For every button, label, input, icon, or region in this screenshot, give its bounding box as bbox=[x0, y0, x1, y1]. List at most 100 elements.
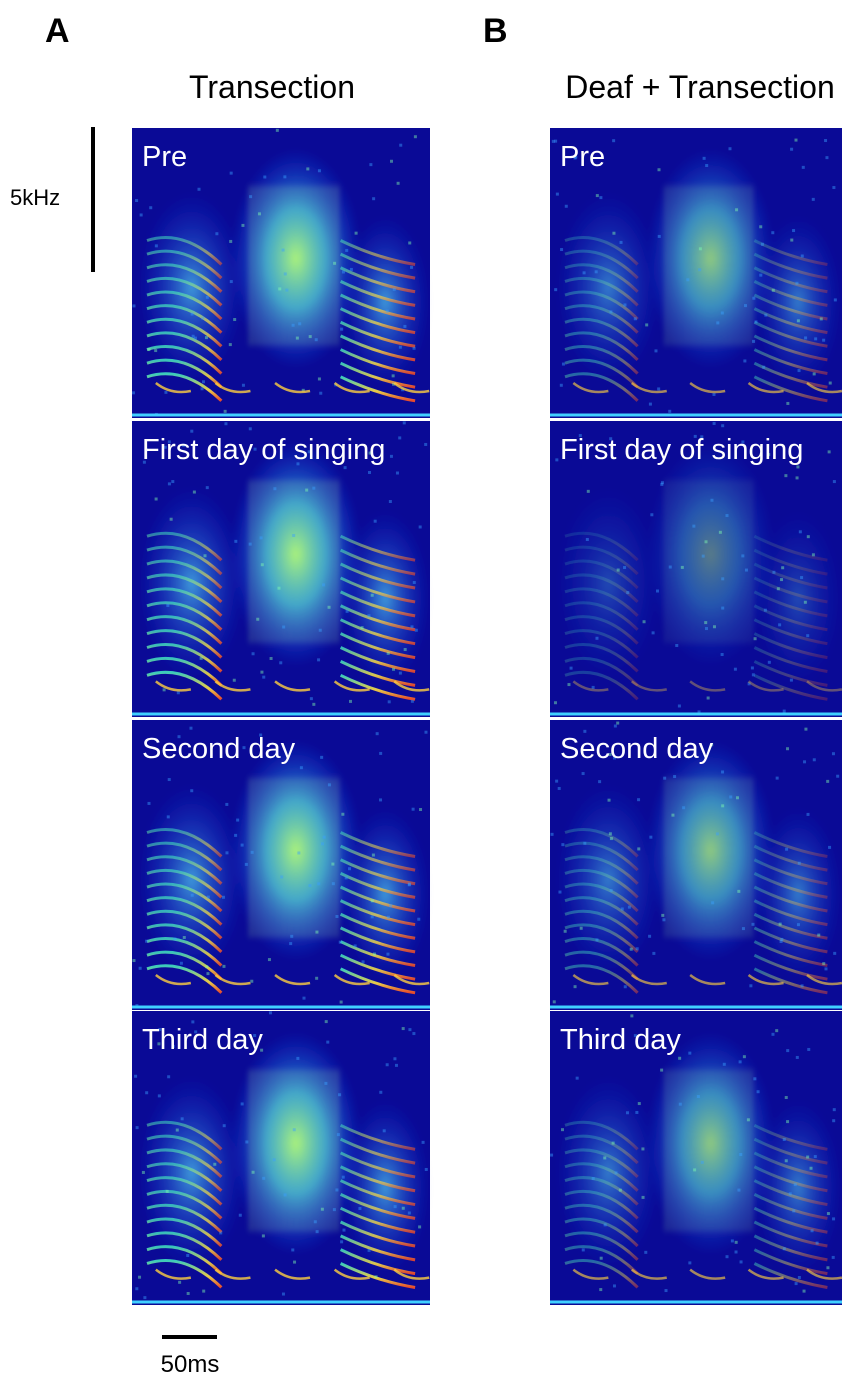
noise bbox=[608, 799, 611, 802]
noise bbox=[345, 876, 348, 879]
noise bbox=[191, 313, 194, 316]
noise bbox=[379, 798, 382, 801]
noise bbox=[282, 249, 285, 252]
noise bbox=[178, 1281, 181, 1284]
noise bbox=[422, 1141, 425, 1144]
noise bbox=[800, 576, 803, 579]
noise bbox=[652, 631, 655, 634]
noise bbox=[206, 296, 209, 299]
noise bbox=[583, 271, 586, 274]
noise bbox=[792, 1209, 795, 1212]
noise bbox=[415, 629, 418, 632]
noise bbox=[725, 514, 728, 517]
noise bbox=[799, 530, 802, 533]
noise bbox=[388, 700, 391, 703]
noise bbox=[803, 1290, 806, 1293]
noise bbox=[280, 875, 283, 878]
noise bbox=[619, 1189, 622, 1192]
noise bbox=[344, 466, 347, 469]
noise bbox=[283, 175, 286, 178]
noise bbox=[155, 497, 158, 500]
noise bbox=[798, 1276, 801, 1279]
noise bbox=[794, 1183, 797, 1186]
figure: 5kHz 50ms ATransectionPreFirst day of si… bbox=[0, 0, 860, 1383]
noise bbox=[713, 422, 716, 425]
noise bbox=[340, 1001, 343, 1004]
noise bbox=[191, 1020, 194, 1023]
noise bbox=[398, 436, 401, 439]
noise bbox=[309, 335, 312, 338]
noise bbox=[555, 458, 558, 461]
panel-label: A bbox=[45, 12, 70, 50]
noise bbox=[417, 918, 420, 921]
noise bbox=[233, 318, 236, 321]
noise bbox=[719, 531, 722, 534]
noise bbox=[554, 288, 557, 291]
noise bbox=[249, 195, 252, 198]
noise bbox=[669, 566, 672, 569]
noise bbox=[630, 1014, 633, 1017]
noise bbox=[163, 688, 166, 691]
noise bbox=[824, 139, 827, 142]
noise bbox=[739, 1153, 742, 1156]
noise bbox=[260, 536, 263, 539]
noise bbox=[761, 243, 764, 246]
noise bbox=[836, 775, 839, 778]
noise bbox=[394, 1205, 397, 1208]
noise bbox=[276, 129, 279, 132]
noise bbox=[786, 1120, 789, 1123]
noise bbox=[333, 262, 336, 265]
noise bbox=[786, 747, 789, 750]
noise bbox=[826, 1266, 829, 1269]
noise bbox=[688, 1261, 691, 1264]
noise bbox=[268, 958, 271, 961]
noise bbox=[678, 704, 681, 707]
spectrogram: Pre bbox=[132, 128, 430, 418]
noise bbox=[323, 836, 326, 839]
noise bbox=[190, 789, 193, 792]
noise bbox=[697, 1095, 700, 1098]
noise bbox=[612, 232, 615, 235]
noise bbox=[786, 1049, 789, 1052]
noise bbox=[371, 594, 374, 597]
noise bbox=[372, 197, 375, 200]
energy-blob bbox=[138, 486, 245, 681]
noise bbox=[335, 1188, 338, 1191]
noise bbox=[413, 347, 416, 350]
energy-blob bbox=[556, 784, 661, 975]
noise bbox=[785, 1096, 788, 1099]
noise bbox=[699, 247, 702, 250]
noise bbox=[621, 907, 624, 910]
noise bbox=[234, 540, 237, 543]
noise bbox=[705, 164, 708, 167]
noise bbox=[806, 1156, 809, 1159]
noise bbox=[134, 1075, 137, 1078]
noise bbox=[834, 298, 837, 301]
noise bbox=[241, 844, 244, 847]
noise bbox=[803, 760, 806, 763]
noise bbox=[553, 1000, 556, 1003]
noise bbox=[145, 1091, 148, 1094]
noise bbox=[399, 672, 402, 675]
noise bbox=[245, 863, 248, 866]
noise bbox=[293, 1128, 296, 1131]
noise bbox=[402, 1027, 405, 1030]
noise bbox=[775, 1029, 778, 1032]
noise bbox=[820, 317, 823, 320]
noise bbox=[576, 1077, 579, 1080]
noise bbox=[262, 1177, 265, 1180]
noise bbox=[679, 1103, 682, 1106]
noise bbox=[263, 176, 266, 179]
noise bbox=[310, 697, 313, 700]
noise bbox=[136, 1126, 139, 1129]
noise bbox=[644, 1251, 647, 1254]
noise bbox=[649, 403, 652, 406]
noise bbox=[258, 212, 261, 215]
noise bbox=[600, 1257, 603, 1260]
noise bbox=[780, 940, 783, 943]
noise bbox=[728, 147, 731, 150]
noise bbox=[701, 1161, 704, 1164]
noise bbox=[804, 728, 807, 731]
noise bbox=[289, 942, 292, 945]
noise bbox=[832, 1119, 835, 1122]
